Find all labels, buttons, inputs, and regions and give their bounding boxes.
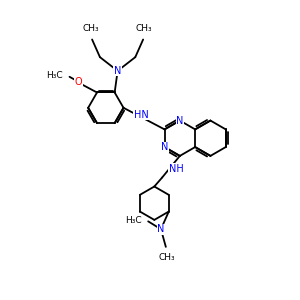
- Text: N: N: [176, 116, 184, 126]
- Text: CH₃: CH₃: [136, 24, 152, 33]
- Text: H₃C: H₃C: [46, 71, 63, 80]
- Text: NH: NH: [169, 164, 183, 174]
- Text: N: N: [161, 142, 168, 152]
- Text: N: N: [157, 224, 165, 234]
- Text: N: N: [114, 66, 121, 76]
- Text: CH₃: CH₃: [158, 253, 175, 262]
- Text: HN: HN: [134, 110, 148, 120]
- Text: CH₃: CH₃: [83, 24, 99, 33]
- Text: O: O: [74, 77, 82, 87]
- Text: H₃C: H₃C: [125, 216, 141, 225]
